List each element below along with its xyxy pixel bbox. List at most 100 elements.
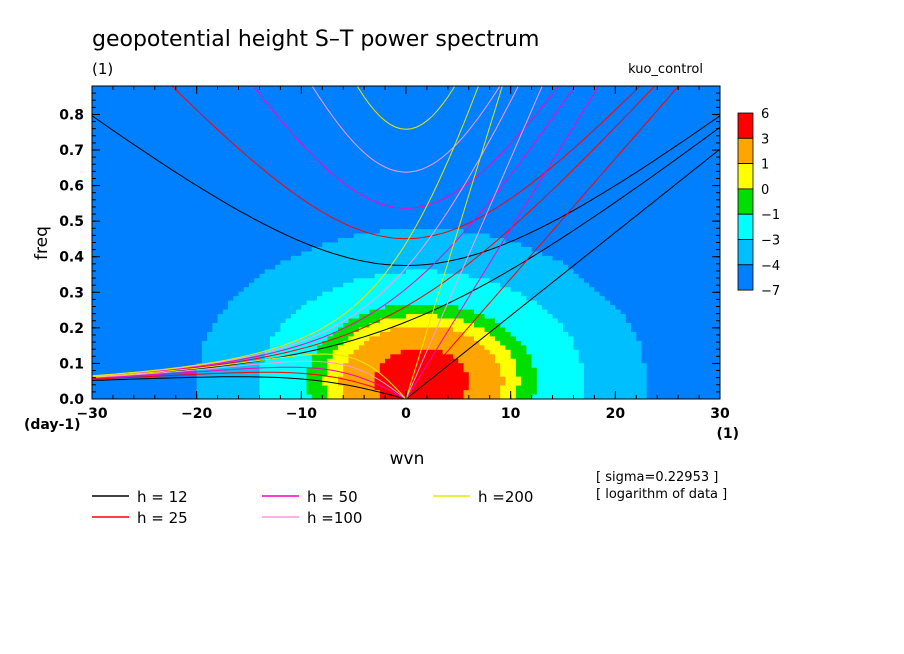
field-cell [170,322,177,329]
field-cell [238,394,245,399]
field-cell [369,381,376,387]
field-cell [212,251,219,257]
field-cell [301,314,308,320]
field-cell [154,296,161,302]
field-cell [385,148,391,154]
field-cell [421,340,428,346]
field-cell [395,390,402,396]
field-cell [322,184,329,190]
field-cell [264,255,271,261]
field-cell [343,224,350,230]
field-cell [395,233,402,239]
field-cell [385,211,391,217]
field-cell [437,188,444,194]
field-cell [416,103,423,109]
field-cell [374,314,381,320]
field-cell [364,103,370,109]
field-cell [327,135,334,141]
field-cell [212,179,219,185]
field-cell [160,197,166,203]
field-cell [207,260,213,266]
field-cell [269,273,276,279]
field-cell [442,197,449,203]
field-cell [458,278,465,284]
field-cell [243,390,250,396]
field-cell [269,309,276,315]
field-cell [369,345,376,351]
field-cell [165,255,172,261]
field-cell [191,233,198,239]
field-cell [264,287,271,293]
field-cell [458,108,465,114]
field-cell [118,157,124,163]
field-cell [154,206,161,212]
field-cell [343,314,350,320]
field-cell [442,224,449,230]
field-cell [322,99,329,105]
field-cell [442,349,449,355]
field-cell [207,300,213,306]
field-cell [165,121,172,127]
field-cell [364,211,370,217]
field-cell [442,264,449,270]
field-cell [154,349,161,355]
field-cell [411,367,418,373]
field-cell [165,296,172,302]
field-cell [154,264,161,270]
field-cell [186,282,193,288]
field-cell [275,139,281,145]
field-cell [332,121,339,127]
field-cell [212,255,219,261]
field-cell [170,376,177,382]
field-cell [144,309,151,315]
field-cell [180,148,187,154]
field-cell [463,148,470,154]
field-cell [463,162,470,168]
field-cell [191,327,198,333]
field-cell [154,381,161,387]
field-cell [154,211,161,217]
field-cell [285,242,292,248]
field-cell [107,90,114,96]
field-cell [249,148,255,154]
field-cell [118,287,124,293]
field-cell [128,314,135,320]
field-cell [228,376,234,382]
field-cell [196,358,203,364]
field-cell [317,300,323,306]
field-cell [165,112,172,118]
field-cell [416,260,423,266]
field-cell [118,349,124,355]
field-cell [186,246,193,253]
field-cell [395,215,402,221]
field-cell [285,157,292,163]
field-cell [337,309,344,315]
field-cell [254,135,261,141]
field-cell [364,385,370,391]
field-cell [332,394,339,399]
field-cell [275,336,281,342]
field-cell [149,314,156,320]
field-cell [280,322,287,329]
field-cell [447,327,454,333]
field-cell [358,166,365,172]
field-cell [238,251,245,257]
field-cell [264,206,271,212]
field-cell [406,188,412,194]
field-cell [353,188,360,194]
field-cell [442,206,449,212]
field-cell [118,246,124,253]
field-cell [269,224,276,230]
field-cell [175,251,182,257]
field-cell [243,135,250,141]
field-cell [254,287,261,293]
field-cell [447,166,454,172]
field-cell [249,269,255,275]
field-cell [175,305,182,311]
field-cell [233,394,240,399]
field-cell [102,300,109,306]
field-cell [426,345,433,351]
field-cell [426,153,433,159]
field-cell [207,224,213,230]
field-cell [364,394,370,399]
